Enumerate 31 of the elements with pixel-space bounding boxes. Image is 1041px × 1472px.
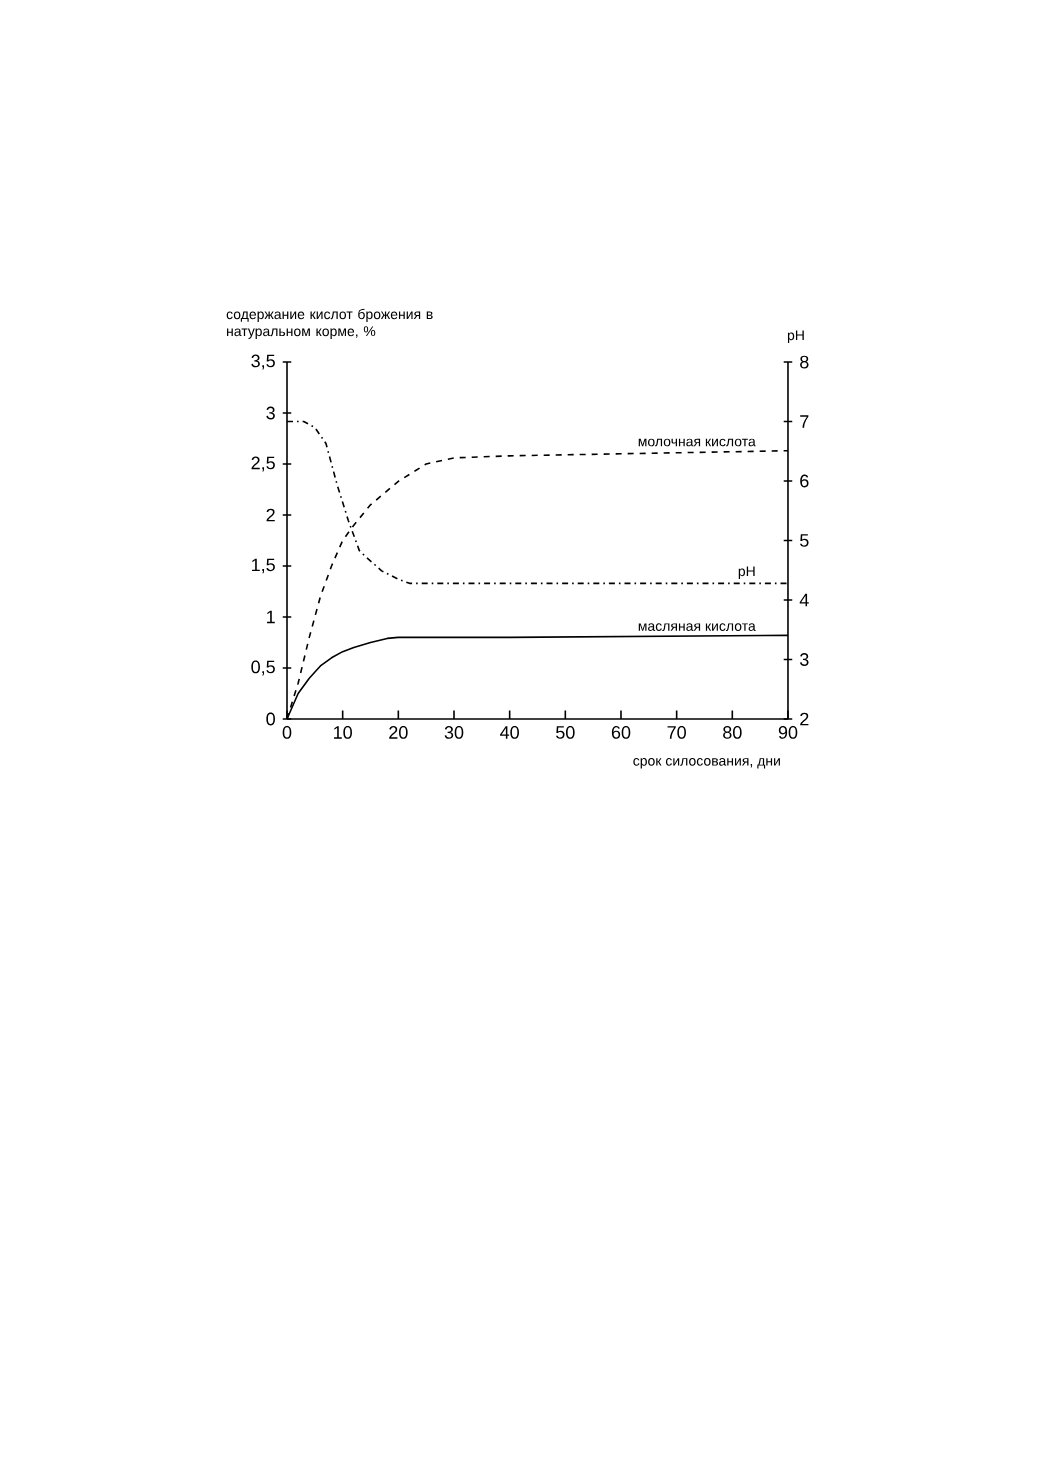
x-tick-label: 20 — [389, 726, 408, 739]
y2-tick-label: 5 — [800, 534, 809, 547]
y-tick-label: 1,5 — [252, 558, 275, 574]
y-tick-label: 3,5 — [251, 354, 275, 370]
series-label: молочная кислота — [638, 438, 756, 447]
y2-tick-label: 6 — [800, 474, 809, 488]
series-label: pH — [738, 566, 755, 579]
x-tick-label: 40 — [500, 726, 519, 739]
y2-tick-label: 3 — [800, 653, 809, 666]
series-label: масляная кислота — [638, 623, 756, 631]
y2-tick-label: 8 — [800, 355, 809, 369]
x-tick-label: 90 — [778, 726, 798, 739]
x-tick-label: 60 — [611, 726, 631, 739]
y-tick-label: 0,5 — [251, 660, 275, 676]
y2-axis-title: pH — [787, 330, 804, 343]
y-tick-label: 2 — [266, 508, 275, 522]
y2-tick-label: 4 — [799, 593, 809, 607]
x-tick-label: 30 — [444, 726, 464, 739]
x-tick-label: 10 — [334, 726, 352, 739]
x-axis-title: срок силосования, дни — [633, 758, 780, 769]
y-tick-label: 0 — [266, 712, 275, 726]
y-tick-label: 1 — [267, 610, 275, 624]
x-tick-label: 50 — [556, 726, 575, 739]
y-axis-title: содержание кислот брожения в натуральном корме, % — [226, 308, 433, 339]
y-tick-label: 3 — [266, 406, 275, 420]
x-tick-label: 80 — [723, 726, 742, 739]
y-tick-label: 2,5 — [251, 456, 275, 472]
x-tick-label: 0 — [282, 726, 292, 739]
y2-tick-label: 2 — [800, 712, 809, 726]
y2-tick-label: 7 — [800, 415, 809, 428]
x-tick-label: 70 — [667, 726, 686, 739]
